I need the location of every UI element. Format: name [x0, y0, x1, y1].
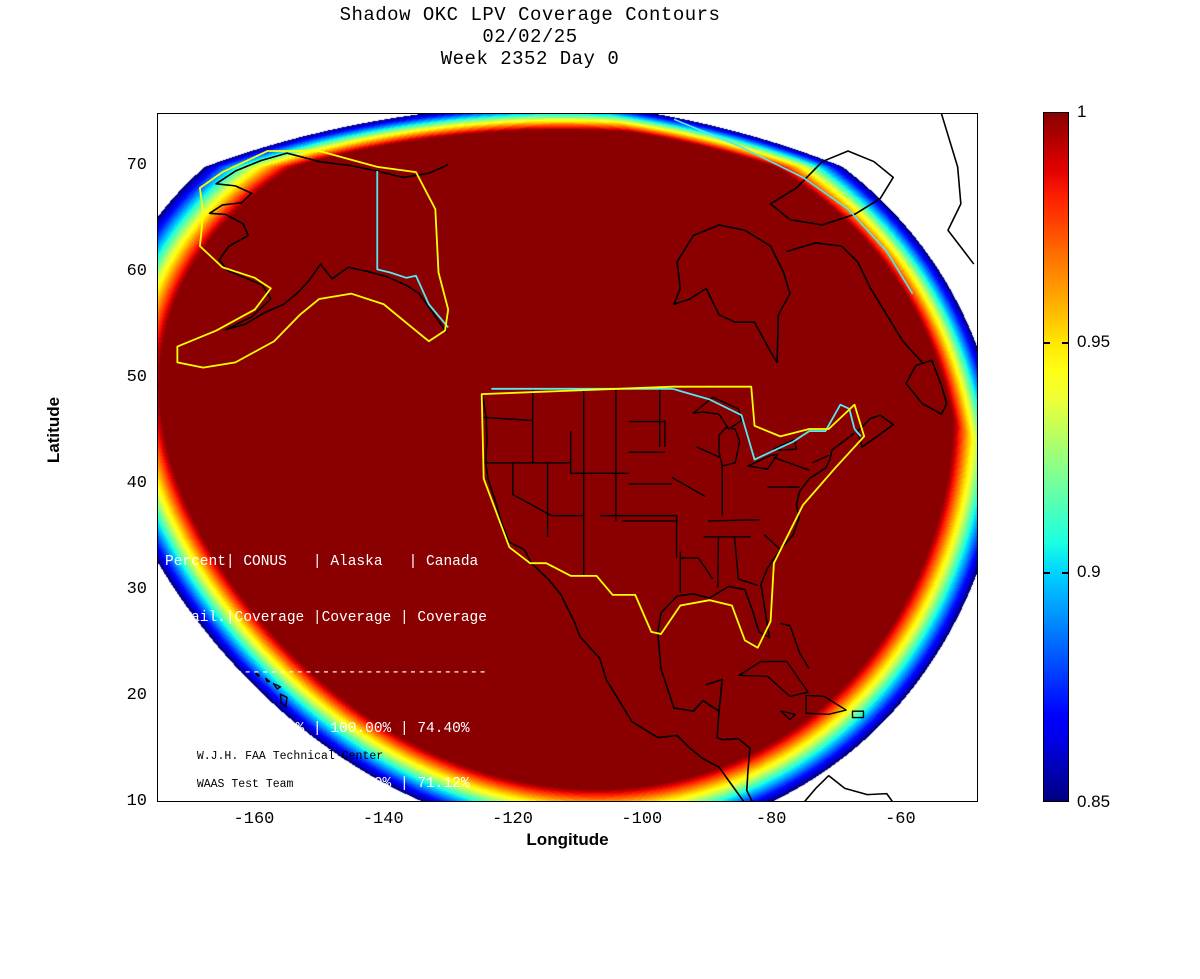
island-cuba	[738, 660, 809, 698]
table-row: 100 | 100.00% | 99.66% | 67.88%	[165, 942, 470, 959]
y-tick-label: 40	[126, 474, 147, 493]
x-tick-label: -60	[885, 810, 916, 829]
credit-line-2: WAAS Test Team	[196, 778, 294, 791]
conus-service-boundary	[480, 385, 866, 649]
state-border	[482, 416, 533, 422]
x-tick-label: -160	[233, 810, 275, 829]
us-canada-border-maine	[853, 428, 862, 437]
state-border	[671, 476, 706, 498]
coastline-baffin-island	[769, 150, 895, 226]
state-border	[512, 493, 552, 517]
colorbar-tick-label: 0.9	[1077, 562, 1101, 581]
x-tick-label: -120	[492, 810, 533, 829]
title-line-2: 02/02/25	[482, 26, 578, 48]
colorbar-tick-mark	[1043, 572, 1050, 574]
coastline-alaska	[208, 152, 449, 334]
x-tick-label: -100	[621, 810, 663, 829]
state-border	[733, 536, 740, 580]
lake-superior	[692, 396, 743, 430]
chart-title: Shadow OKC LPV Coverage Contours 02/02/2…	[0, 4, 1060, 70]
y-tick-label: 60	[126, 262, 147, 281]
x-tick-label: -140	[362, 810, 404, 829]
colorbar-tick-mark	[1062, 342, 1069, 344]
state-border	[763, 534, 781, 550]
y-tick-label: 50	[126, 368, 147, 387]
island-oahu	[265, 677, 271, 683]
title-line-1: Shadow OKC LPV Coverage Contours	[339, 4, 721, 26]
coverage-contour-layer	[158, 114, 977, 801]
coverage-map-plot	[157, 113, 978, 802]
coastline-hudson-bay	[673, 224, 791, 364]
coastline-greenland	[940, 114, 975, 265]
coastline-newfoundland	[905, 359, 948, 415]
y-tick-label: 10	[126, 792, 147, 811]
y-tick-label: 20	[126, 686, 147, 705]
islands-bahamas	[780, 622, 810, 670]
colorbar-tick-label: 0.95	[1077, 332, 1111, 351]
colorbar-tick-label: 0.85	[1077, 792, 1111, 811]
state-border	[773, 456, 810, 471]
state-border	[738, 578, 758, 587]
x-axis-title: Longitude	[526, 830, 609, 849]
colorbar-tick-mark	[1043, 342, 1050, 344]
island-jamaica	[780, 710, 796, 721]
coastline-labrador	[786, 242, 923, 363]
colorbar-tick-mark	[1062, 572, 1069, 574]
x-tick-label: -80	[755, 810, 787, 829]
credit-line-1: W.J.H. FAA Technical Center	[196, 750, 384, 763]
coastline-west-usa-mexico	[481, 395, 691, 749]
table-row: 99.9 | 100.00% | 99.66% | 68.22%	[165, 887, 470, 903]
island-maui	[272, 682, 282, 690]
state-border	[812, 454, 829, 464]
credit-text: W.J.H. FAA Technical Center WAAS Test Te…	[183, 736, 383, 792]
alaska-service-boundary	[176, 150, 450, 369]
us-canada-border-east	[672, 387, 856, 461]
coastline-south-america	[804, 774, 893, 801]
coastline-east-gulf	[656, 432, 855, 712]
coastline-central-america	[689, 747, 745, 801]
island-puerto-rico	[851, 710, 865, 719]
state-border	[708, 519, 760, 522]
lake-michigan-huron	[718, 427, 741, 467]
state-border	[696, 446, 721, 459]
island-hawaii	[279, 693, 288, 708]
y-tick-label: 30	[126, 580, 147, 599]
colorbar-gradient	[1043, 112, 1069, 802]
coastline-central-america-east	[716, 711, 753, 801]
lake-ontario	[773, 438, 798, 451]
coastline-nova-scotia	[856, 414, 895, 448]
map-geography-overlay	[176, 114, 975, 801]
y-tick-label: 70	[126, 156, 147, 175]
us-canada-border-alaska	[376, 171, 449, 329]
arctic-boundary-line	[673, 118, 914, 295]
island-hispaniola	[805, 694, 847, 716]
island-kauai	[255, 672, 260, 677]
lake-erie	[747, 453, 779, 470]
state-border	[717, 536, 720, 588]
state-border	[697, 557, 714, 580]
title-line-3: Week 2352 Day 0	[440, 48, 620, 70]
colorbar-tick-label: 1	[1077, 102, 1087, 121]
colorbar	[1043, 112, 1069, 802]
y-axis-title: Latitude	[44, 396, 63, 464]
